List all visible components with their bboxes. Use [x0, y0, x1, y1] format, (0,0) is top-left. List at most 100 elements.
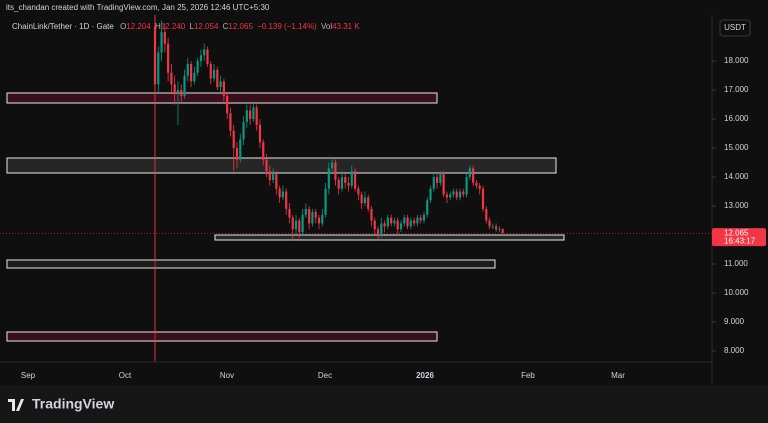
candle-body — [488, 220, 491, 227]
y-tick-label: 10.000 — [724, 288, 749, 297]
zone — [6, 331, 438, 342]
candle-body — [268, 171, 271, 180]
candle-body — [189, 63, 193, 82]
brand: TradingView — [32, 396, 114, 412]
candle-body — [498, 229, 501, 230]
y-tick-label: 11.000 — [724, 259, 748, 268]
candle-body — [350, 171, 353, 186]
candle-body — [212, 69, 216, 79]
candle-body — [265, 159, 268, 172]
candle-body — [308, 208, 311, 224]
candle-body — [419, 217, 422, 221]
candle-body — [258, 124, 262, 143]
x-tick-label: Sep — [21, 371, 36, 380]
x-tick-label: Mar — [611, 371, 625, 380]
candle-body — [278, 188, 281, 198]
credit: its_chandan created with TradingView.com… — [6, 3, 270, 12]
candle-body — [347, 182, 350, 186]
zone — [6, 92, 438, 104]
legend: ChainLink/Tether · 1D · Gate O12.204 H12… — [12, 22, 360, 31]
candle-body — [353, 171, 357, 189]
candle-body — [314, 211, 317, 218]
x-tick-label: Nov — [220, 371, 234, 380]
candle-body — [160, 32, 163, 53]
low-label: L — [189, 22, 194, 31]
candle-body — [416, 217, 419, 224]
candle-body — [422, 214, 426, 221]
candle-body — [432, 177, 435, 189]
y-tick-label: 13.000 — [724, 201, 749, 210]
candle-body — [367, 197, 370, 209]
candle-body — [199, 55, 203, 62]
low-value: 12.054 — [194, 22, 219, 31]
currency[interactable]: USDT — [724, 23, 746, 32]
last-price-label: 12.065 — [724, 228, 749, 237]
candle-body — [370, 208, 373, 221]
currency-box[interactable] — [719, 19, 751, 37]
open-value: 12.204 — [126, 22, 151, 31]
candle-body — [435, 177, 439, 183]
y-tick-label: 8.000 — [724, 346, 745, 355]
candle-body — [249, 110, 252, 120]
candle-body — [327, 168, 330, 189]
candle-body — [442, 174, 445, 195]
candle-body — [271, 174, 275, 180]
close-label: C — [223, 22, 229, 31]
candle-body — [373, 220, 376, 230]
candle-body — [301, 214, 304, 233]
candle-body — [334, 162, 337, 180]
candle-body — [481, 188, 485, 209]
candle-body — [462, 191, 465, 195]
candle-body — [291, 217, 294, 230]
candle-body — [468, 168, 471, 178]
candle-body — [458, 191, 462, 198]
last-price-box — [712, 228, 766, 247]
candle-body — [429, 188, 432, 201]
countdown: 16:43:17 — [724, 236, 756, 245]
candle-body — [340, 177, 344, 189]
candle-body — [390, 217, 393, 224]
candle-body — [298, 220, 301, 233]
zone — [6, 259, 496, 269]
candle-body — [491, 226, 494, 228]
candle-body — [380, 223, 383, 236]
candle-body — [501, 229, 504, 234]
logo-icon — [8, 399, 24, 411]
candle-body — [324, 188, 327, 215]
candle-body — [357, 188, 360, 195]
candle-body — [399, 223, 403, 230]
candle-body — [163, 32, 166, 44]
zone — [214, 234, 565, 241]
x-tick-label: 2026 — [416, 371, 434, 380]
candle-body — [245, 110, 248, 122]
footer-bar — [0, 385, 768, 423]
candle-body — [449, 194, 452, 198]
x-tick-label: Dec — [318, 371, 332, 380]
candle-body — [403, 217, 406, 224]
candle-body — [275, 174, 278, 189]
candle-body — [281, 191, 285, 198]
candle-body — [478, 185, 481, 189]
high-label: H — [155, 22, 161, 31]
candle-body — [409, 220, 412, 227]
y-tick-label: 14.000 — [724, 172, 749, 181]
candle-body — [170, 72, 173, 85]
candle-body — [485, 208, 488, 221]
candle-body — [232, 130, 235, 149]
candle-body — [393, 220, 396, 224]
candle-body — [229, 113, 232, 131]
candle-body — [455, 191, 458, 198]
candle-body — [472, 168, 475, 183]
candle-body — [413, 220, 416, 224]
candle-body — [242, 121, 245, 140]
candle-body — [196, 61, 199, 73]
high-value: 12.240 — [161, 22, 186, 31]
candle-body — [153, 26, 157, 85]
y-tick-label: 17.000 — [724, 85, 749, 94]
candle-body — [222, 81, 225, 96]
candle-body — [383, 223, 386, 227]
zone — [6, 157, 557, 174]
candle-body — [294, 220, 298, 230]
candle-body — [262, 142, 265, 160]
